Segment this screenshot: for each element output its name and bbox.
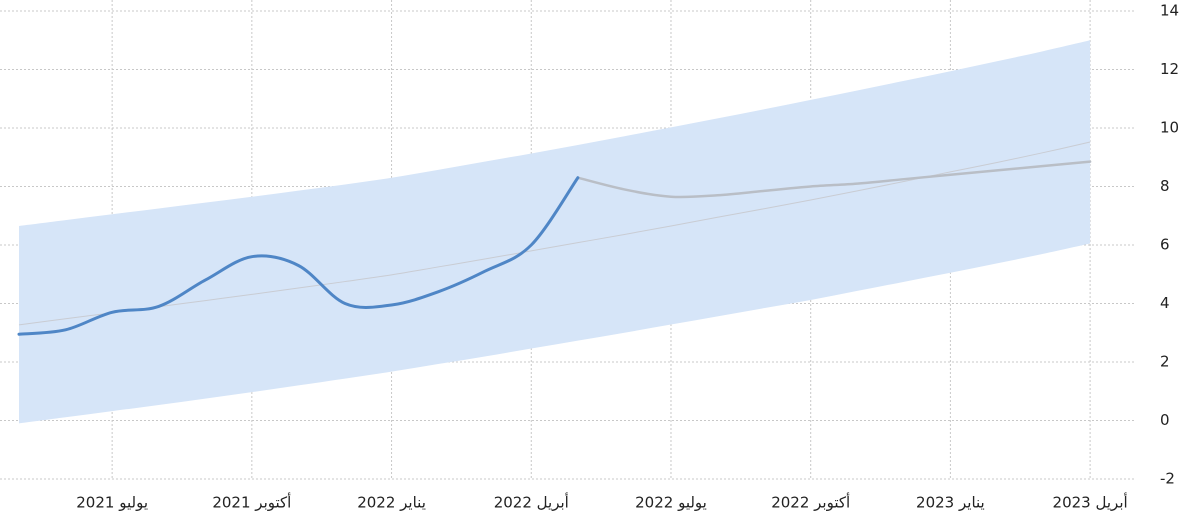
- y-tick-label: 14: [1160, 2, 1179, 20]
- y-tick-label: 0: [1160, 411, 1170, 429]
- x-tick-label: يوليو 2021: [76, 494, 148, 512]
- x-tick-label: أبريل 2023: [1053, 493, 1128, 512]
- forecast-band: [19, 40, 1091, 424]
- x-tick-label: أبريل 2022: [494, 493, 569, 512]
- y-tick-label: 10: [1160, 119, 1179, 137]
- x-tick-label: أكتوبر 2021: [212, 493, 291, 512]
- y-tick-label: -2: [1160, 470, 1175, 488]
- x-tick-label: يناير 2023: [916, 494, 985, 512]
- trend-line: [18, 141, 1091, 326]
- x-tick-label: أكتوبر 2022: [771, 493, 850, 512]
- y-tick-label: 4: [1160, 294, 1170, 312]
- series-line: [576, 160, 1092, 199]
- y-tick-label: 8: [1160, 177, 1170, 195]
- series-line: [17, 176, 580, 336]
- y-tick-label: 2: [1160, 353, 1170, 371]
- x-tick-label: يوليو 2022: [635, 494, 707, 512]
- y-tick-label: 6: [1160, 236, 1170, 254]
- y-tick-label: 12: [1160, 60, 1179, 78]
- x-tick-label: يناير 2022: [357, 494, 426, 512]
